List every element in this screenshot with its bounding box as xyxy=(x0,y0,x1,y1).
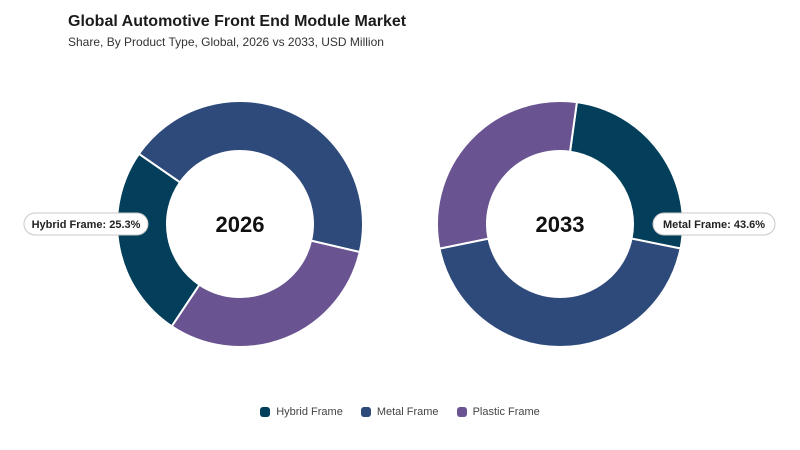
callout-pill xyxy=(652,212,776,236)
slice-plastic-frame-2033[interactable] xyxy=(436,100,579,250)
center-label-2033: 2033 xyxy=(536,212,585,237)
legend-item-plastic-frame[interactable]: Plastic Frame xyxy=(456,406,540,418)
legend-item-metal-frame[interactable]: Metal Frame xyxy=(360,406,439,418)
legend-swatch xyxy=(360,407,371,417)
donut-chart-2026: 2026 Hybrid Frame: 25.3% xyxy=(23,100,364,348)
callout-pill xyxy=(23,212,149,236)
legend-swatch xyxy=(456,407,467,417)
callout-text: Hybrid Frame: 25.3% xyxy=(32,219,141,231)
legend-item-hybrid-frame[interactable]: Hybrid Frame xyxy=(260,406,343,418)
slice-metal-frame-2026[interactable] xyxy=(137,100,364,254)
slice-plastic-frame-2026[interactable] xyxy=(170,239,361,348)
legend-swatch xyxy=(260,407,271,417)
slice-hybrid-frame-2033[interactable] xyxy=(568,101,684,250)
legend-label: Metal Frame xyxy=(376,406,439,418)
legend-label: Hybrid Frame xyxy=(276,406,343,418)
callout-2033: Metal Frame: 43.6% xyxy=(652,212,776,236)
chart-subtitle: Share, By Product Type, Global, 2026 vs … xyxy=(68,35,384,49)
slice-hybrid-frame-2026[interactable] xyxy=(116,152,201,328)
legend-label: Plastic Frame xyxy=(472,406,540,418)
chart-header: Global Automotive Front End Module Marke… xyxy=(68,12,406,50)
slice-metal-frame-2033[interactable] xyxy=(438,237,682,348)
chart-legend: Hybrid Frame Metal Frame Plastic Frame xyxy=(0,406,800,418)
donut-chart-2033: 2033 Metal Frame: 43.6% xyxy=(436,100,776,348)
callout-2026: Hybrid Frame: 25.3% xyxy=(23,212,149,236)
chart-title: Global Automotive Front End Module Marke… xyxy=(68,13,407,30)
center-label-2026: 2026 xyxy=(216,212,265,237)
callout-text: Metal Frame: 43.6% xyxy=(663,219,765,231)
